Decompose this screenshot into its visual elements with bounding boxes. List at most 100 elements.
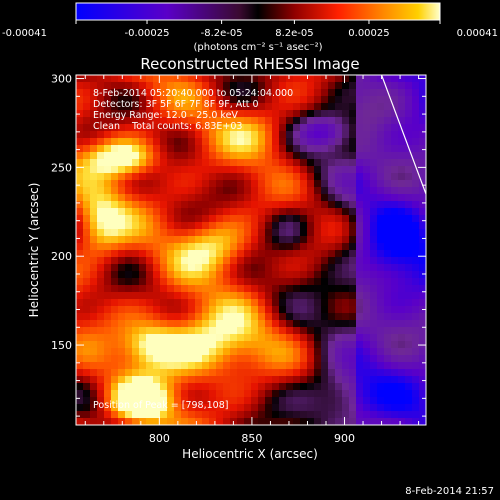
heatmap-cell (258, 131, 266, 139)
heatmap-cell (307, 138, 315, 146)
heatmap-cell (328, 320, 336, 328)
heatmap-cell (160, 166, 168, 174)
heatmap-cell (370, 285, 378, 293)
heatmap-cell (265, 159, 273, 167)
heatmap-cell (419, 355, 426, 363)
heatmap-cell (412, 201, 420, 209)
heatmap-cell (216, 215, 224, 223)
heatmap-cell (286, 173, 294, 181)
heatmap-cell (195, 362, 203, 370)
y-tick-label: 150 (51, 339, 72, 352)
heatmap-cell (167, 418, 175, 425)
heatmap-cell (188, 397, 196, 405)
heatmap-cell (405, 215, 413, 223)
heatmap-cell (223, 180, 231, 188)
heatmap-cell (377, 299, 385, 307)
heatmap-cell (412, 411, 420, 419)
heatmap-cell (258, 278, 266, 286)
heatmap-cell (279, 138, 287, 146)
heatmap-cell (111, 173, 119, 181)
heatmap-cell (412, 187, 420, 195)
heatmap-cell (342, 362, 350, 370)
heatmap-cell (342, 166, 350, 174)
heatmap-cell (111, 369, 119, 377)
heatmap-cell (174, 271, 182, 279)
heatmap-cell (314, 278, 322, 286)
heatmap-cell (363, 278, 371, 286)
heatmap-cell (419, 166, 426, 174)
heatmap-cell (181, 250, 189, 258)
heatmap-cell (237, 299, 245, 307)
heatmap-cell (76, 411, 84, 419)
heatmap-cell (181, 313, 189, 321)
heatmap-cell (307, 208, 315, 216)
heatmap-cell (167, 222, 175, 230)
heatmap-cell (125, 117, 133, 125)
heatmap-cell (104, 131, 112, 139)
heatmap-cell (342, 187, 350, 195)
heatmap-cell (398, 271, 406, 279)
heatmap-cell (286, 292, 294, 300)
heatmap-cell (370, 341, 378, 349)
heatmap-cell (356, 320, 364, 328)
heatmap-cell (398, 236, 406, 244)
heatmap-cell (209, 194, 217, 202)
heatmap-cell (223, 236, 231, 244)
heatmap-cell (216, 75, 224, 83)
heatmap-cell (265, 250, 273, 258)
heatmap-cell (258, 362, 266, 370)
heatmap-cell (349, 96, 357, 104)
heatmap-cell (258, 222, 266, 230)
heatmap-cell (349, 180, 357, 188)
heatmap-cell (230, 292, 238, 300)
heatmap-cell (111, 355, 119, 363)
heatmap-cell (405, 96, 413, 104)
heatmap-cell (377, 110, 385, 118)
heatmap-cell (181, 75, 189, 83)
heatmap-cell (76, 390, 84, 398)
heatmap-cell (342, 229, 350, 237)
heatmap-cell (384, 229, 392, 237)
heatmap-cell (300, 82, 308, 90)
heatmap-cell (139, 152, 147, 160)
heatmap-cell (328, 201, 336, 209)
heatmap-cell (370, 257, 378, 265)
heatmap-cell (279, 320, 287, 328)
heatmap-cell (265, 320, 273, 328)
heatmap-cell (216, 152, 224, 160)
heatmap-cell (384, 96, 392, 104)
heatmap-cell (384, 131, 392, 139)
heatmap-cell (398, 250, 406, 258)
heatmap-cell (321, 159, 329, 167)
heatmap-cell (258, 299, 266, 307)
heatmap-cell (293, 110, 301, 118)
heatmap-cell (356, 145, 364, 153)
heatmap-cell (244, 173, 252, 181)
heatmap-cell (139, 82, 147, 90)
heatmap-cell (244, 292, 252, 300)
heatmap-cell (300, 187, 308, 195)
heatmap-cell (384, 215, 392, 223)
heatmap-cell (230, 152, 238, 160)
heatmap-cell (76, 362, 84, 370)
heatmap-cell (384, 285, 392, 293)
heatmap-cell (195, 313, 203, 321)
heatmap-cell (272, 117, 280, 125)
heatmap-cell (300, 159, 308, 167)
heatmap-cell (335, 418, 343, 425)
heatmap-cell (279, 124, 287, 132)
heatmap-cell (139, 390, 147, 398)
heatmap-cell (76, 201, 84, 209)
heatmap-cell (160, 208, 168, 216)
heatmap-cell (97, 208, 105, 216)
heatmap-cell (76, 348, 84, 356)
heatmap-cell (391, 82, 399, 90)
heatmap-cell (384, 341, 392, 349)
heatmap-cell (419, 103, 426, 111)
heatmap-cell (146, 96, 154, 104)
heatmap-cell (97, 117, 105, 125)
colorbar-tick-label: -8.2e-05 (201, 28, 243, 39)
heatmap-cell (391, 138, 399, 146)
heatmap-cell (363, 418, 371, 425)
heatmap-cell (391, 222, 399, 230)
